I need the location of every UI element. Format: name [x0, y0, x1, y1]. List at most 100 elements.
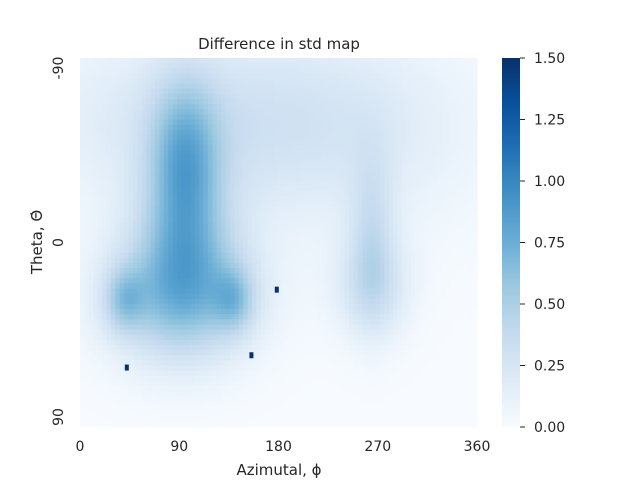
heatmap-cell: [265, 232, 271, 238]
heatmap-cell: [468, 227, 474, 233]
heatmap-cell: [344, 309, 350, 315]
heatmap-cell: [335, 99, 341, 105]
heatmap-cell: [291, 319, 297, 326]
heatmap-cell: [172, 181, 178, 187]
heatmap-cell: [353, 119, 359, 126]
heatmap-cell: [318, 160, 324, 167]
heatmap-cell: [313, 206, 319, 213]
heatmap-cell: [379, 186, 385, 192]
heatmap-cell: [459, 196, 465, 203]
heatmap-cell: [304, 283, 310, 290]
heatmap-cell: [415, 242, 421, 249]
heatmap-cell: [234, 150, 240, 156]
heatmap-cell: [194, 181, 200, 187]
heatmap-cell: [225, 73, 231, 80]
heatmap-cell: [115, 186, 121, 192]
heatmap-cell: [397, 99, 403, 105]
heatmap-cell: [212, 263, 218, 269]
heatmap-cell: [446, 257, 452, 264]
heatmap-cell: [150, 227, 156, 233]
heatmap-cell: [313, 232, 319, 238]
heatmap-cell: [234, 88, 240, 95]
heatmap-cell: [450, 88, 456, 95]
heatmap-cell: [199, 73, 205, 80]
heatmap-cell: [185, 232, 191, 238]
heatmap-cell: [260, 140, 266, 146]
heatmap-cell: [225, 304, 231, 310]
heatmap-cell: [229, 191, 235, 197]
heatmap-cell: [124, 319, 130, 326]
heatmap-cell: [146, 155, 152, 162]
heatmap-cell: [468, 99, 474, 105]
heatmap-cell: [388, 196, 394, 203]
heatmap-cell: [150, 88, 156, 95]
heatmap-cell: [463, 283, 469, 290]
heatmap-cell: [212, 329, 218, 336]
heatmap-cell: [459, 211, 465, 218]
heatmap-cell: [437, 257, 443, 264]
heatmap-cell: [371, 150, 377, 156]
heatmap-cell: [446, 273, 452, 279]
heatmap-cell: [415, 170, 421, 177]
heatmap-cell: [402, 140, 408, 146]
heatmap-cell: [309, 73, 315, 80]
heatmap-cell: [406, 58, 412, 64]
heatmap-cell: [278, 227, 284, 233]
heatmap-cell: [432, 63, 438, 69]
heatmap-cell: [234, 145, 240, 151]
heatmap-cell: [340, 273, 346, 279]
heatmap-cell: [212, 334, 218, 341]
heatmap-cell: [313, 181, 319, 187]
heatmap-cell: [97, 216, 103, 223]
heatmap-cell: [137, 252, 143, 259]
heatmap-cell: [207, 257, 213, 264]
heatmap-cell: [110, 114, 116, 121]
heatmap-cell: [375, 314, 381, 320]
heatmap-cell: [216, 140, 222, 146]
heatmap-cell: [410, 181, 416, 187]
heatmap-cell: [124, 232, 130, 238]
heatmap-cell: [432, 99, 438, 105]
heatmap-cell: [300, 170, 306, 177]
heatmap-cell: [366, 247, 372, 254]
heatmap-cell: [225, 58, 231, 64]
heatmap-cell: [463, 206, 469, 213]
heatmap-cell: [450, 134, 456, 141]
heatmap-cell: [291, 247, 297, 254]
heatmap-cell: [80, 134, 86, 141]
heatmap-cell: [282, 278, 288, 285]
heatmap-cell: [207, 201, 213, 208]
heatmap-cell: [331, 278, 337, 285]
heatmap-cell: [119, 216, 125, 223]
heatmap-cell: [177, 339, 183, 346]
heatmap-cell: [269, 324, 275, 331]
heatmap-cell: [309, 165, 315, 172]
heatmap-cell: [318, 129, 324, 136]
heatmap-cell: [300, 160, 306, 167]
heatmap-cell: [93, 145, 99, 151]
heatmap-cell: [371, 334, 377, 341]
heatmap-cell: [234, 268, 240, 274]
heatmap-cell: [265, 293, 271, 300]
heatmap-cell: [110, 191, 116, 197]
heatmap-cell: [132, 181, 138, 187]
heatmap-cell: [388, 211, 394, 218]
heatmap-cell: [168, 252, 174, 259]
heatmap-cell: [313, 309, 319, 315]
heatmap-cell: [340, 181, 346, 187]
heatmap-cell: [335, 78, 341, 85]
heatmap-cell: [282, 114, 288, 121]
heatmap-cell: [393, 145, 399, 151]
heatmap-cell: [454, 73, 460, 80]
heatmap-cell: [287, 63, 293, 69]
heatmap-cell: [353, 237, 359, 244]
heatmap-cell: [199, 78, 205, 85]
heatmap-cell: [274, 298, 280, 305]
heatmap-cell: [327, 99, 333, 105]
heatmap-cell: [221, 191, 227, 197]
heatmap-cell: [406, 232, 412, 238]
heatmap-cell: [146, 196, 152, 203]
heatmap-cell: [441, 160, 447, 167]
heatmap-cell: [322, 63, 328, 69]
heatmap-cell: [190, 257, 196, 264]
